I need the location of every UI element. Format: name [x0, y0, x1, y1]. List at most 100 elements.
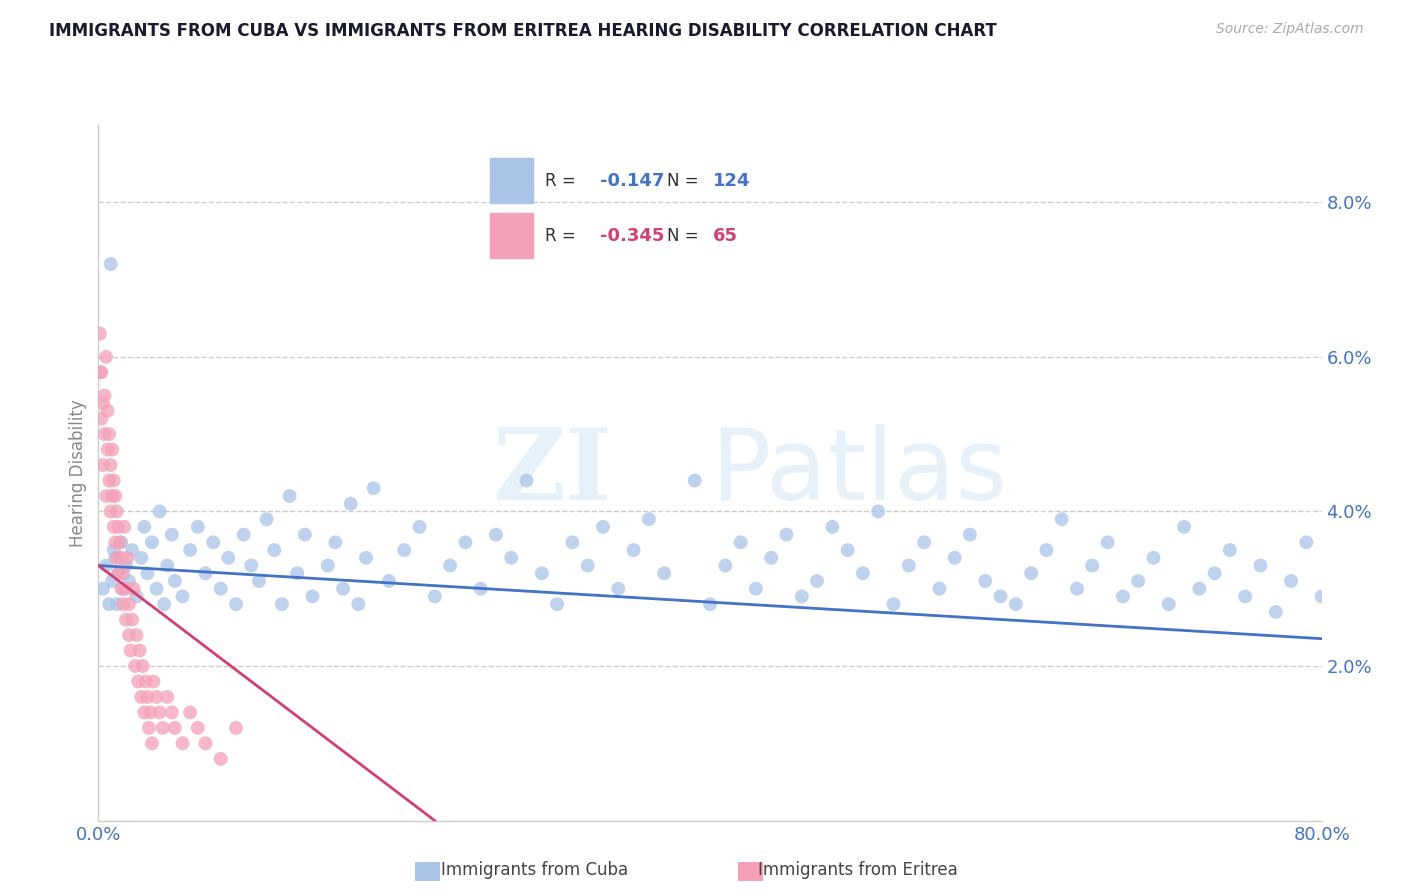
- Point: [294, 527, 316, 541]
- Point: [101, 489, 124, 503]
- Bar: [489, 158, 533, 203]
- Point: [107, 566, 129, 581]
- Point: [730, 535, 752, 549]
- Point: [546, 597, 568, 611]
- Point: [118, 574, 141, 588]
- Point: [163, 721, 186, 735]
- Point: [232, 527, 254, 541]
- Point: [94, 350, 117, 364]
- Point: [301, 590, 323, 604]
- Text: N =: N =: [668, 227, 704, 245]
- Point: [89, 326, 111, 341]
- Point: [117, 550, 139, 565]
- Point: [392, 543, 416, 558]
- Point: [107, 566, 129, 581]
- Point: [247, 574, 270, 588]
- Point: [516, 474, 538, 488]
- Point: [156, 690, 179, 704]
- Point: [530, 566, 553, 581]
- Point: [1357, 550, 1379, 565]
- Point: [1249, 558, 1271, 573]
- Point: [118, 628, 141, 642]
- Point: [1264, 605, 1286, 619]
- Point: [194, 566, 217, 581]
- Point: [98, 427, 121, 442]
- Point: [974, 574, 997, 588]
- Point: [943, 550, 966, 565]
- Point: [135, 674, 157, 689]
- Point: [837, 543, 859, 558]
- Point: [105, 550, 128, 565]
- Point: [652, 566, 675, 581]
- Point: [990, 590, 1012, 604]
- Point: [142, 674, 165, 689]
- Point: [1081, 558, 1104, 573]
- Point: [125, 628, 148, 642]
- Point: [121, 613, 143, 627]
- Point: [110, 535, 132, 549]
- Point: [100, 504, 122, 518]
- Point: [240, 558, 263, 573]
- Point: [1188, 582, 1211, 596]
- Point: [163, 574, 186, 588]
- Point: [959, 527, 981, 541]
- Point: [134, 706, 156, 720]
- Point: [316, 558, 339, 573]
- Point: [217, 550, 239, 565]
- Point: [607, 582, 630, 596]
- Point: [156, 558, 179, 573]
- Point: [1173, 520, 1195, 534]
- Point: [100, 257, 122, 271]
- Point: [152, 721, 174, 735]
- Point: [108, 535, 131, 549]
- Point: [928, 582, 950, 596]
- Text: -0.147: -0.147: [600, 172, 664, 190]
- Point: [576, 558, 599, 573]
- Point: [1019, 566, 1042, 581]
- Point: [623, 543, 645, 558]
- Point: [1219, 543, 1241, 558]
- Point: [256, 512, 278, 526]
- Point: [759, 550, 782, 565]
- Point: [1371, 582, 1393, 596]
- Point: [145, 582, 167, 596]
- Point: [470, 582, 492, 596]
- Text: 65: 65: [713, 227, 738, 245]
- Point: [172, 590, 194, 604]
- Point: [637, 512, 661, 526]
- Point: [332, 582, 354, 596]
- Point: [325, 535, 347, 549]
- Point: [1050, 512, 1073, 526]
- Point: [363, 481, 385, 495]
- Point: [101, 574, 124, 588]
- Point: [160, 706, 183, 720]
- Point: [1386, 605, 1406, 619]
- Point: [141, 736, 163, 750]
- Point: [103, 520, 125, 534]
- Point: [120, 643, 142, 657]
- Point: [225, 597, 247, 611]
- Point: [179, 706, 201, 720]
- Point: [1128, 574, 1150, 588]
- Point: [134, 520, 156, 534]
- Point: [821, 520, 844, 534]
- Point: [775, 527, 797, 541]
- Point: [1326, 597, 1348, 611]
- Point: [115, 613, 138, 627]
- Point: [202, 535, 225, 549]
- Point: [145, 690, 167, 704]
- Point: [91, 582, 114, 596]
- Point: [187, 721, 209, 735]
- Point: [172, 736, 194, 750]
- Point: [149, 504, 172, 518]
- Point: [209, 752, 232, 766]
- Bar: [489, 213, 533, 259]
- Text: Immigrants from Cuba: Immigrants from Cuba: [440, 861, 628, 879]
- Point: [111, 597, 134, 611]
- Point: [91, 458, 114, 472]
- Point: [125, 590, 148, 604]
- Text: Immigrants from Eritrea: Immigrants from Eritrea: [758, 861, 957, 879]
- Point: [111, 566, 134, 581]
- Text: Patlas: Patlas: [710, 425, 1008, 521]
- Point: [115, 558, 138, 573]
